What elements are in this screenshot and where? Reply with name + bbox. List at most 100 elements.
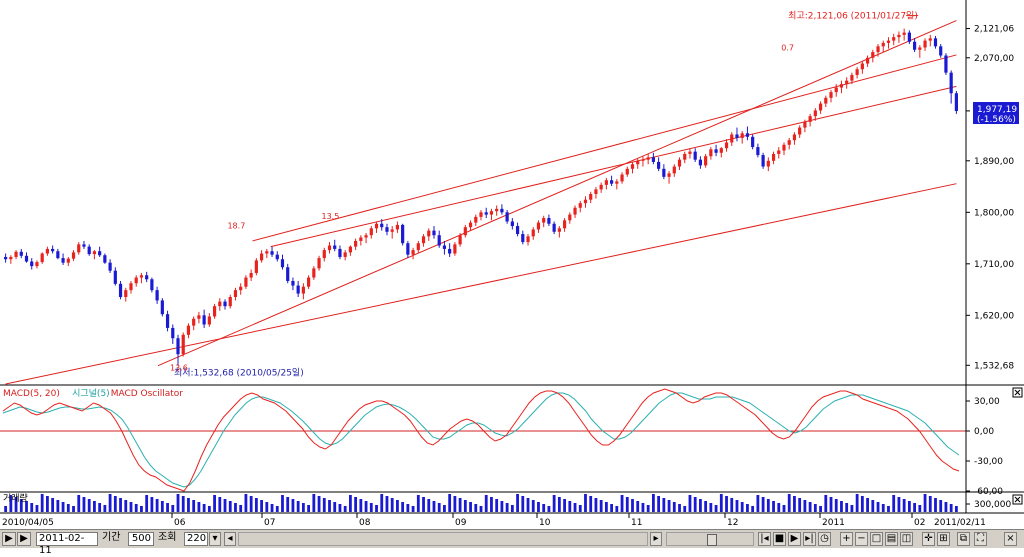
view-spin-icon[interactable]: ▾ [209,532,221,546]
volume-bar [416,495,420,512]
volume-bar [40,494,44,512]
volume-bar [730,498,734,512]
volume-bar [119,498,122,512]
candle-body [766,160,770,167]
volume-bar [860,496,864,512]
volume-bar [134,504,138,512]
candle-body [30,261,34,267]
scroll-right-icon[interactable]: ▸ [650,532,662,546]
volume-bar [87,499,91,512]
candle-body [709,149,713,157]
candle-body [71,252,76,259]
candle-body [338,248,342,257]
candle-body [845,80,849,85]
tile-icon[interactable]: ⊞ [937,532,950,546]
candle-body [265,251,269,254]
crosshair-icon[interactable]: ✛ [922,532,935,546]
volume-bar [678,504,681,512]
volume-bar [35,505,39,512]
volume-bar [108,494,112,512]
candle-body [45,248,50,254]
volume-bar [46,496,49,512]
zoom-slider[interactable] [666,532,754,546]
volume-bar [469,502,472,512]
horizontal-scrollbar[interactable] [238,532,648,546]
step-button[interactable]: ▶ [17,532,31,546]
volume-bar [599,500,603,512]
volume-bar [657,496,661,512]
volume-bar [249,496,253,512]
price-tick-label: 1,800,00 [974,208,1014,218]
minimize-icon[interactable]: ◫ [900,532,913,546]
zoom-in-icon[interactable]: + [840,532,853,546]
volume-bar [385,496,389,512]
expand-icon[interactable]: ⛶ [974,532,987,546]
candle-body [468,222,473,228]
play-icon[interactable]: ▶ [788,532,801,546]
view-field[interactable]: 220 [184,532,208,546]
play-button[interactable]: ▶ [2,532,16,546]
volume-bar [66,504,70,512]
price-tick-label: 1,620,00 [974,311,1014,321]
settings-icon[interactable]: ▤ [885,532,898,546]
candle-body [745,133,750,137]
candle-body [798,127,802,135]
candle-body [730,134,734,143]
last-icon[interactable]: ▸| [803,532,816,546]
candle-body [155,290,159,301]
volume-bar [631,499,634,512]
volume-bar [897,497,901,512]
first-icon[interactable]: |◂ [758,532,771,546]
volume-bar [594,498,598,512]
trend-channel-line [5,183,957,385]
volume-bar [401,502,405,512]
last-price-label: 1,977,19 [977,105,1017,115]
volume-bar [568,501,572,512]
stop-icon[interactable]: ■ [773,532,786,546]
macd-panel[interactable]: MACD(5, 20) 시그널(5) MACD Oscillator [0,388,966,492]
zoom-out-icon[interactable]: − [855,532,868,546]
volume-bar [463,500,467,512]
clock-icon[interactable]: ◷ [818,532,831,546]
period-field[interactable]: 500 [128,532,154,546]
volume-bar [672,502,676,512]
restore-icon[interactable]: □ [870,532,883,546]
candle-body [735,134,739,138]
candle-body [317,258,321,269]
candle-body [176,338,180,355]
volume-bar [866,498,869,512]
candle-body [322,250,326,259]
zoom-slider-thumb[interactable] [707,534,717,546]
candle-body [902,32,906,35]
price-panel[interactable]: 최고:2,121,06 (2011/01/27일) 최저:1,532,68 (20… [4,11,958,385]
candle-body [51,248,55,252]
candle-body [871,52,875,58]
candle-body [77,244,81,253]
candle-body [604,180,608,185]
month-tick-label: 12 [727,518,738,528]
volume-bar [531,500,535,512]
candle-body [636,160,640,165]
candle-body [897,34,901,38]
volume-bar [260,500,263,512]
volume-bar [615,506,619,512]
volume-panel[interactable]: 거래량 [3,492,958,512]
volume-bar [521,496,525,512]
channel-ratio-label: 18.7 [227,221,245,230]
volume-bar [803,500,807,512]
month-tick-label: 02 [914,518,925,528]
close-icon[interactable]: × [1004,532,1017,546]
candle-body [531,229,535,237]
candle-body [907,32,911,42]
cascade-icon[interactable]: ⧉ [957,532,970,546]
date-field[interactable]: 2011-02-11 [36,532,98,556]
candle-body [421,236,426,244]
chart-background [0,0,1024,529]
panel-close-icon [1014,389,1021,396]
channel-ratio-label: 13.6 [170,363,188,372]
chart-canvas[interactable]: 최고:2,121,06 (2011/01/27일) 최저:1,532,68 (20… [0,0,1024,529]
candle-body [212,306,217,317]
candle-body [505,212,509,222]
volume-bar [552,495,556,512]
scroll-left-icon[interactable]: ◂ [224,532,236,546]
